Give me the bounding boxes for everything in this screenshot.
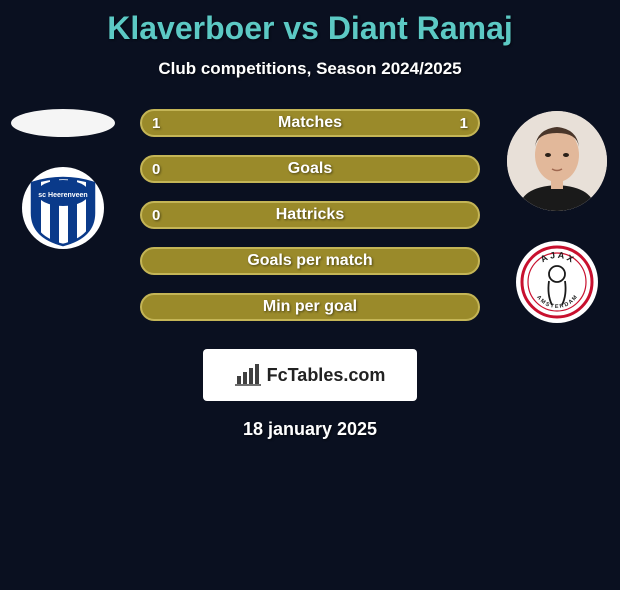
stat-left-value: 1 bbox=[152, 115, 160, 132]
date-label: 18 january 2025 bbox=[0, 419, 620, 440]
sc-heerenveen-crest-icon: sc Heerenveen bbox=[22, 167, 104, 249]
stat-right-value: 1 bbox=[460, 115, 468, 132]
ajax-crest-icon: A J A X A M S T E R D A M bbox=[516, 241, 598, 323]
stat-left-value: 0 bbox=[152, 161, 160, 178]
stat-bar-goals-per-match: Goals per match bbox=[140, 247, 480, 275]
main-area: sc Heerenveen A J A bbox=[0, 109, 620, 339]
stat-bars: 1 Matches 1 0 Goals 0 Hattricks Goals per match… bbox=[140, 109, 480, 321]
stat-label: Goals bbox=[288, 160, 332, 178]
watermark-text: FcTables.com bbox=[267, 365, 386, 386]
stat-label: Min per goal bbox=[263, 298, 357, 316]
stat-label: Hattricks bbox=[276, 206, 344, 224]
watermark: FcTables.com bbox=[203, 349, 417, 401]
club-right-crest: A J A X A M S T E R D A M bbox=[516, 241, 598, 323]
player-right-avatar bbox=[507, 111, 607, 211]
stat-label: Goals per match bbox=[247, 252, 372, 270]
player-left-avatar-placeholder bbox=[11, 109, 115, 137]
subtitle: Club competitions, Season 2024/2025 bbox=[0, 59, 620, 79]
stat-label: Matches bbox=[278, 114, 342, 132]
stat-bar-min-per-goal: Min per goal bbox=[140, 293, 480, 321]
player-right-column: A J A X A M S T E R D A M bbox=[502, 109, 612, 323]
stat-left-value: 0 bbox=[152, 207, 160, 224]
club-left-crest: sc Heerenveen bbox=[22, 167, 104, 249]
bar-chart-icon bbox=[235, 364, 261, 386]
stat-bar-hattricks: 0 Hattricks bbox=[140, 201, 480, 229]
player-left-column: sc Heerenveen bbox=[8, 109, 118, 249]
stat-bar-matches: 1 Matches 1 bbox=[140, 109, 480, 137]
club-left-text: sc Heerenveen bbox=[38, 192, 87, 199]
stat-bar-goals: 0 Goals bbox=[140, 155, 480, 183]
comparison-title: Klaverboer vs Diant Ramaj bbox=[0, 10, 620, 47]
